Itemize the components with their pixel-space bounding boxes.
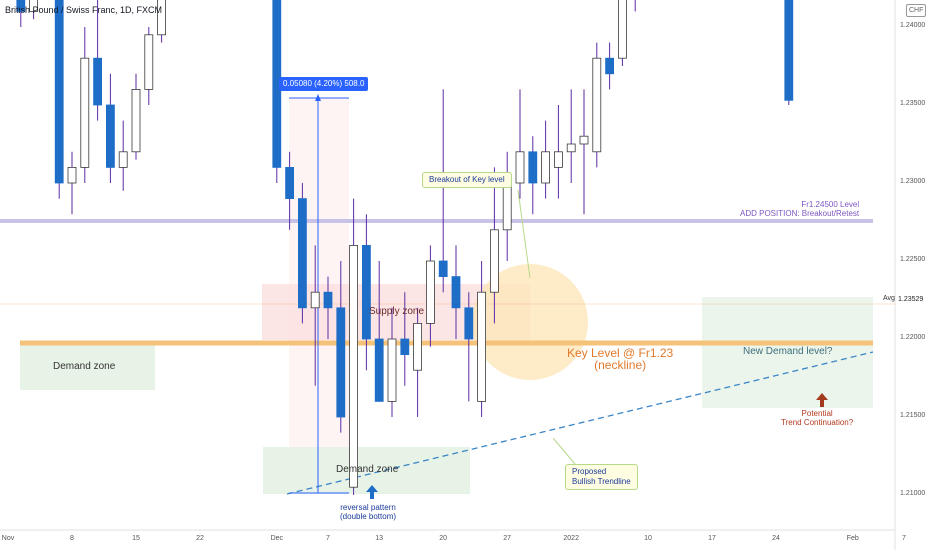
candle-body-bearish[interactable] xyxy=(106,104,115,168)
candle-body-bearish[interactable] xyxy=(16,0,26,12)
candle-body-bullish[interactable] xyxy=(29,0,39,12)
trendline-callout: Proposed Bullish Trendline xyxy=(565,464,638,490)
avg-label: Avg xyxy=(883,295,895,302)
candle-body-bearish[interactable] xyxy=(784,0,794,101)
candle-body-bullish[interactable] xyxy=(387,338,397,402)
candle-body-bearish[interactable] xyxy=(438,260,448,278)
candle-body-bullish[interactable] xyxy=(477,291,487,402)
breakout-circle xyxy=(472,264,588,380)
x-tick-label: 8 xyxy=(70,535,74,542)
candle-body-bullish[interactable] xyxy=(157,0,167,36)
trendline-callout-line2: Bullish Trendline xyxy=(572,477,631,486)
candle-body-bearish[interactable] xyxy=(528,151,538,184)
candle-body-bullish[interactable] xyxy=(592,57,602,153)
y-tick-label: 1.23500 xyxy=(900,100,926,107)
candle-body-bullish[interactable] xyxy=(413,322,423,371)
candle-body-bullish[interactable] xyxy=(144,34,154,90)
level-annotation-line2: ADD POSITION: Breakout/Retest xyxy=(740,209,860,218)
candle-body-bearish[interactable] xyxy=(464,307,474,340)
y-tick-label: 1.22000 xyxy=(900,334,926,341)
candle-body-bullish[interactable] xyxy=(118,151,128,168)
x-tick-label: 10 xyxy=(644,535,652,542)
candle-body-bearish[interactable] xyxy=(336,307,346,418)
candle-body-bullish[interactable] xyxy=(554,151,563,168)
candle-body-bullish[interactable] xyxy=(131,89,141,153)
reversal-label: reversal pattern (double bottom) xyxy=(340,503,396,521)
potential-line1: Potential xyxy=(801,409,833,418)
y-tick-label: 1.23000 xyxy=(900,178,926,185)
level-annotation-line1: Fr1.24500 Level xyxy=(801,200,860,209)
candle-body-bullish[interactable] xyxy=(67,166,77,184)
candle-body-bullish[interactable] xyxy=(489,229,499,293)
potential-label: Potential Trend Continuation? xyxy=(781,409,853,427)
reversal-line2: (double bottom) xyxy=(340,512,397,521)
x-tick-label: 2022 xyxy=(563,535,579,542)
candle-body-bearish[interactable] xyxy=(323,291,333,309)
candle-body-bearish[interactable] xyxy=(400,338,410,355)
bullish-trendline xyxy=(286,351,874,495)
demand-zone-left-label: Demand zone xyxy=(53,361,116,372)
demand-zone-left-rect xyxy=(20,342,155,390)
currency-badge[interactable]: CHF xyxy=(906,4,927,17)
candle-body-bearish[interactable] xyxy=(605,57,614,75)
demand-zone-bottom-label: Demand zone xyxy=(336,464,399,475)
candle-body-bearish[interactable] xyxy=(374,338,384,402)
candle-body-bearish[interactable] xyxy=(285,166,295,199)
key-level-label: Key Level @ Fr1.23 (neckline) xyxy=(567,347,673,371)
candle-body-bullish[interactable] xyxy=(80,57,90,168)
potential-up-arrow xyxy=(816,393,828,407)
candle-body-bullish[interactable] xyxy=(310,291,320,309)
reversal-line1: reversal pattern xyxy=(340,503,396,512)
x-tick-label: 20 xyxy=(439,535,448,542)
x-tick-label: 15 xyxy=(132,535,140,542)
chart-title: British Pound / Swiss Franc, 1D, FXCM xyxy=(5,5,163,15)
candle-body-bullish[interactable] xyxy=(515,151,525,184)
measure-label: 0.05080 (4.20%) 508.0 xyxy=(279,77,369,91)
key-level-line1: Key Level @ Fr1.23 xyxy=(567,346,674,360)
candle-body-bearish[interactable] xyxy=(54,0,64,184)
x-tick-label: 7 xyxy=(902,535,906,542)
reversal-up-arrow xyxy=(366,485,378,499)
y-tick-label: 1.22500 xyxy=(900,256,926,263)
potential-line2: Trend Continuation? xyxy=(781,418,854,427)
new-demand-zone-rect xyxy=(702,297,873,408)
candle-body-bullish[interactable] xyxy=(618,0,627,59)
candle-body-bearish[interactable] xyxy=(297,198,307,309)
level-annotation: Fr1.24500 Level ADD POSITION: Breakout/R… xyxy=(740,200,859,218)
candle-body-bullish[interactable] xyxy=(425,260,435,324)
trendline-pointer xyxy=(552,437,576,465)
candles xyxy=(16,0,794,495)
y-tick-label: 1.24000 xyxy=(900,22,926,29)
candle-body-bearish[interactable] xyxy=(93,57,102,106)
y-tick-label: 1.21500 xyxy=(900,412,926,419)
breakout-callout: Breakout of Key level xyxy=(422,172,512,188)
candle-body-bullish[interactable] xyxy=(502,182,512,231)
x-tick-label: 24 xyxy=(772,535,780,542)
demand-zone-bottom-rect xyxy=(263,447,470,494)
x-tick-label: 17 xyxy=(708,535,716,542)
supply-zone-label: Supply zone xyxy=(369,306,425,317)
candle-body-bearish[interactable] xyxy=(361,244,371,340)
x-tick-label: 13 xyxy=(375,535,384,542)
x-tick-label: 27 xyxy=(503,535,512,542)
x-tick-label: Dec xyxy=(270,535,284,542)
trendline-callout-line1: Proposed xyxy=(572,467,607,476)
candle-body-bullish[interactable] xyxy=(579,135,589,145)
y-tick-label: 1.21000 xyxy=(900,490,926,497)
breakout-pointer xyxy=(517,189,531,279)
candle-body-bullish[interactable] xyxy=(566,143,576,153)
candle-body-bullish[interactable] xyxy=(349,244,359,488)
candle-body-bearish[interactable] xyxy=(272,0,282,168)
x-tick-label: 7 xyxy=(326,535,330,542)
current-price-badge: 1.23529 xyxy=(896,295,926,304)
x-tick-label: Nov xyxy=(1,535,15,542)
candle-body-bullish[interactable] xyxy=(541,151,550,184)
new-demand-label: New Demand level? xyxy=(743,346,833,357)
x-tick-label: Feb xyxy=(846,535,859,542)
key-level-line2: (neckline) xyxy=(594,358,647,372)
x-tick-label: 22 xyxy=(196,535,204,542)
candle-body-bearish[interactable] xyxy=(451,276,461,309)
